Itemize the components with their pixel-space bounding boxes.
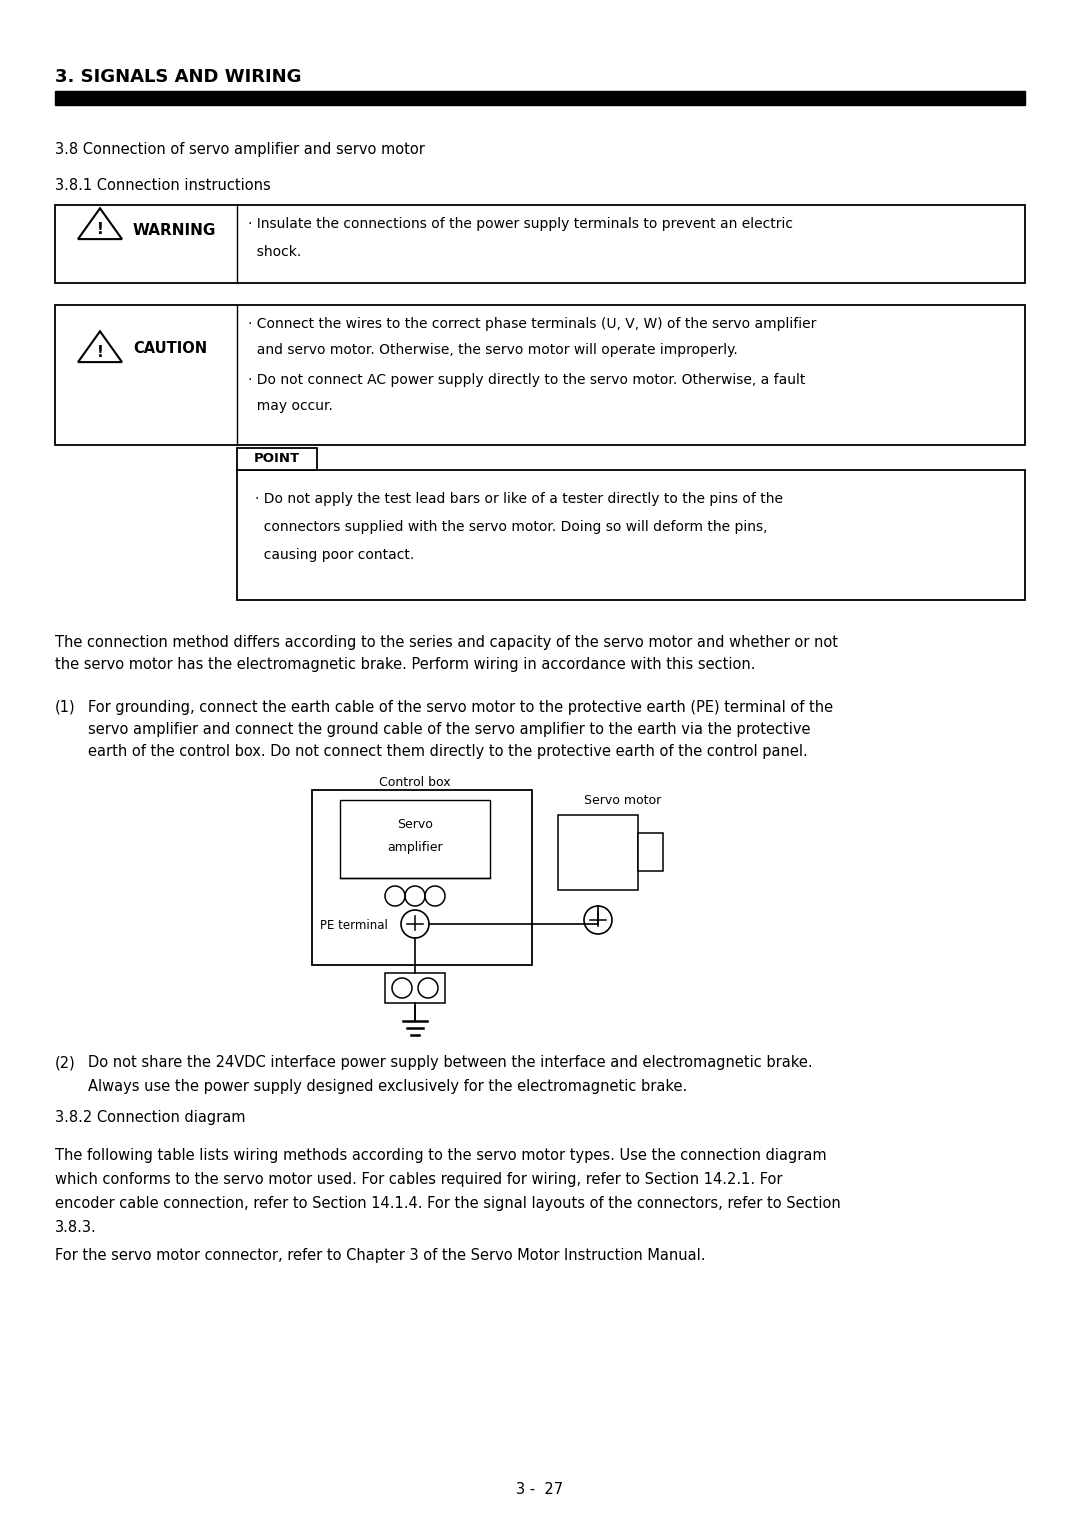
Text: Servo: Servo — [397, 819, 433, 831]
Bar — [55, 92, 1025, 105]
Bar — [384, 973, 445, 1002]
Text: Always use the power supply designed exclusively for the electromagnetic brake.: Always use the power supply designed exc… — [87, 1079, 687, 1094]
Bar — [638, 833, 663, 871]
Bar — [55, 306, 1025, 445]
Text: amplifier: amplifier — [388, 842, 443, 854]
Text: shock.: shock. — [248, 244, 301, 260]
Text: and servo motor. Otherwise, the servo motor will operate improperly.: and servo motor. Otherwise, the servo mo… — [248, 342, 738, 358]
Text: POINT: POINT — [254, 452, 300, 466]
Text: Control box: Control box — [379, 776, 450, 788]
Text: · Insulate the connections of the power supply terminals to prevent an electric: · Insulate the connections of the power … — [248, 217, 793, 231]
Text: For the servo motor connector, refer to Chapter 3 of the Servo Motor Instruction: For the servo motor connector, refer to … — [55, 1248, 705, 1264]
Text: CAUTION: CAUTION — [133, 341, 207, 356]
Text: !: ! — [96, 345, 104, 359]
Text: 3 -  27: 3 - 27 — [516, 1482, 564, 1497]
Text: The following table lists wiring methods according to the servo motor types. Use: The following table lists wiring methods… — [55, 1148, 826, 1163]
Bar — [237, 448, 318, 471]
Text: earth of the control box. Do not connect them directly to the protective earth o: earth of the control box. Do not connect… — [87, 744, 808, 759]
Text: (1): (1) — [55, 700, 76, 715]
Text: The connection method differs according to the series and capacity of the servo : The connection method differs according … — [55, 636, 838, 649]
Text: may occur.: may occur. — [248, 399, 333, 413]
Text: encoder cable connection, refer to Section 14.1.4. For the signal layouts of the: encoder cable connection, refer to Secti… — [55, 1196, 840, 1212]
Text: 3.8.3.: 3.8.3. — [55, 1219, 97, 1235]
Text: causing poor contact.: causing poor contact. — [255, 549, 415, 562]
Text: For grounding, connect the earth cable of the servo motor to the protective eart: For grounding, connect the earth cable o… — [87, 700, 833, 715]
Bar — [237, 471, 1025, 601]
Text: which conforms to the servo motor used. For cables required for wiring, refer to: which conforms to the servo motor used. … — [55, 1172, 783, 1187]
Bar — [55, 205, 1025, 283]
Text: Servo motor: Servo motor — [584, 795, 662, 807]
Text: connectors supplied with the servo motor. Doing so will deform the pins,: connectors supplied with the servo motor… — [255, 520, 768, 533]
Bar — [312, 790, 532, 966]
Text: (2): (2) — [55, 1054, 76, 1070]
Text: 3.8.1 Connection instructions: 3.8.1 Connection instructions — [55, 177, 271, 193]
Text: · Do not apply the test lead bars or like of a tester directly to the pins of th: · Do not apply the test lead bars or lik… — [255, 492, 783, 506]
Text: · Connect the wires to the correct phase terminals (U, V, W) of the servo amplif: · Connect the wires to the correct phase… — [248, 316, 816, 332]
Text: · Do not connect AC power supply directly to the servo motor. Otherwise, a fault: · Do not connect AC power supply directl… — [248, 373, 806, 387]
Text: !: ! — [96, 222, 104, 237]
Text: 3.8.2 Connection diagram: 3.8.2 Connection diagram — [55, 1109, 245, 1125]
Text: 3.8 Connection of servo amplifier and servo motor: 3.8 Connection of servo amplifier and se… — [55, 142, 424, 157]
Text: WARNING: WARNING — [133, 223, 216, 238]
Bar — [558, 814, 638, 889]
Text: 3. SIGNALS AND WIRING: 3. SIGNALS AND WIRING — [55, 69, 301, 86]
Bar — [340, 801, 490, 879]
Text: servo amplifier and connect the ground cable of the servo amplifier to the earth: servo amplifier and connect the ground c… — [87, 723, 810, 736]
Text: the servo motor has the electromagnetic brake. Perform wiring in accordance with: the servo motor has the electromagnetic … — [55, 657, 756, 672]
Text: Do not share the 24VDC interface power supply between the interface and electrom: Do not share the 24VDC interface power s… — [87, 1054, 812, 1070]
Text: PE terminal: PE terminal — [320, 918, 388, 932]
